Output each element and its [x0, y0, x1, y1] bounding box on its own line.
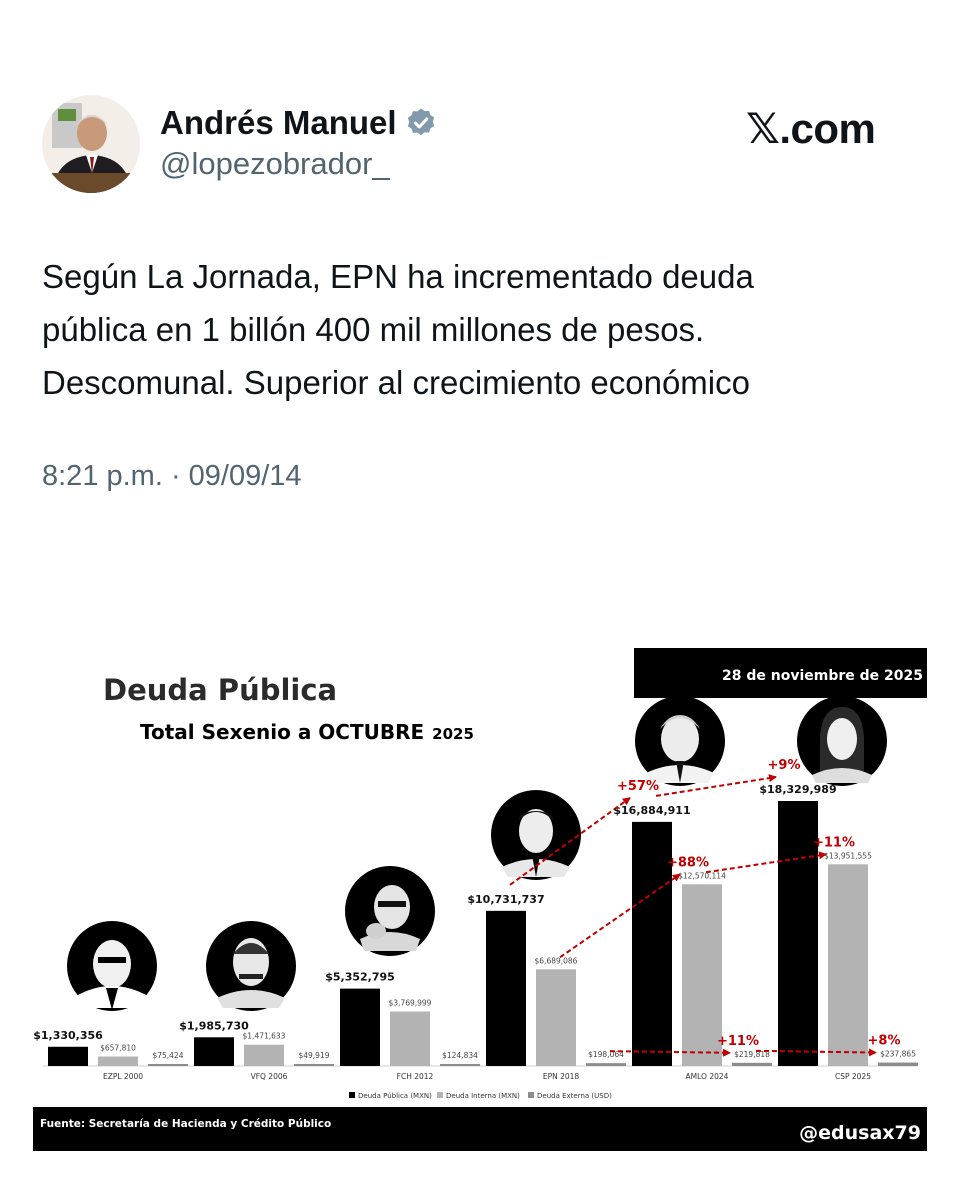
- bar-value-label: $198,064: [588, 1050, 624, 1059]
- bar-value-label: $75,424: [152, 1051, 183, 1060]
- tweet-text: Según La Jornada, EPN ha incrementado de…: [42, 250, 922, 409]
- date-banner-text: 28 de noviembre de 2025: [722, 668, 923, 684]
- footer-source: Fuente: Secretaría de Hacienda y Crédito…: [40, 1118, 331, 1130]
- bar: [632, 821, 672, 1066]
- debt-infographic: 28 de noviembre de 2025 Deuda Pública To…: [33, 648, 927, 1151]
- bar-value-label: $657,810: [100, 1043, 136, 1052]
- bar-value-label: $237,865: [880, 1050, 916, 1059]
- growth-label: +88%: [667, 855, 709, 870]
- bar-value-label: $1,471,633: [243, 1032, 286, 1041]
- infographic-subtitle: Total Sexenio a OCTUBRE 2025: [140, 720, 474, 744]
- portrait-fch-icon: [345, 866, 435, 956]
- legend-swatch: [437, 1092, 443, 1098]
- growth-arrow: [755, 1048, 877, 1057]
- tweet-text-line: Descomunal. Superior al crecimiento econ…: [42, 364, 750, 401]
- portrait-amlo-icon: [635, 696, 725, 786]
- bar-value-label: $6,689,086: [535, 956, 578, 965]
- bar: [778, 801, 818, 1066]
- bar-value-label: $3,769,999: [389, 998, 432, 1007]
- growth-arrow: [705, 851, 827, 874]
- verified-badge-icon: [407, 108, 434, 136]
- growth-arrow: [655, 774, 777, 797]
- bar-value-label: $13,951,555: [824, 851, 872, 860]
- tweet-text-line: Según La Jornada, EPN ha incrementado de…: [42, 258, 754, 295]
- legend-label: Deuda Pública (MXN): [358, 1092, 432, 1100]
- bar: [682, 884, 722, 1066]
- bar-value-label: $12,570,114: [678, 871, 726, 880]
- avatar[interactable]: [42, 95, 140, 193]
- bar: [294, 1064, 334, 1066]
- x-tick-label: VFQ 2006: [251, 1072, 288, 1081]
- bar-value-label: $219,818: [734, 1050, 770, 1059]
- infographic-title: Deuda Pública: [103, 673, 337, 707]
- growth-label: +57%: [617, 779, 659, 794]
- portrait-ezpl-icon: [67, 921, 157, 1011]
- chart-legend: Deuda Pública (MXN) Deuda Interna (MXN) …: [349, 1092, 612, 1100]
- legend-label: Deuda Externa (USD): [537, 1092, 612, 1100]
- bar-value-label: $124,834: [442, 1051, 478, 1060]
- bar-value-label: $10,731,737: [467, 893, 544, 906]
- portrait-csp-icon: [797, 696, 887, 786]
- growth-label: +11%: [813, 835, 855, 850]
- bar: [486, 910, 526, 1066]
- author-name[interactable]: Andrés Manuel: [160, 104, 397, 141]
- bar-value-label: $16,884,911: [613, 804, 690, 817]
- tweet-card: Andrés Manuel @lopezobrador_ 𝕏.com Según…: [0, 0, 960, 560]
- tweet-timestamp[interactable]: 8:21 p.m. · 09/09/14: [42, 460, 302, 492]
- growth-arrow: [509, 797, 631, 886]
- bar: [536, 969, 576, 1066]
- bar-value-label: $1,985,730: [179, 1019, 249, 1032]
- growth-arrow: [559, 873, 681, 959]
- x-tick-label: AMLO 2024: [686, 1072, 729, 1081]
- bar: [732, 1062, 772, 1066]
- legend-swatch: [349, 1092, 355, 1098]
- bar: [148, 1064, 188, 1066]
- date-banner: [634, 648, 927, 698]
- bar: [244, 1044, 284, 1066]
- tweet-text-line: pública en 1 billón 400 mil millones de …: [42, 311, 705, 348]
- bar: [828, 864, 868, 1066]
- bar-value-label: $49,919: [298, 1051, 329, 1060]
- bar: [440, 1064, 480, 1066]
- footer-handle: @edusax79: [799, 1122, 921, 1144]
- growth-label: +11%: [717, 1034, 759, 1049]
- bar: [98, 1056, 138, 1066]
- bar: [586, 1063, 626, 1066]
- portrait-vfq-icon: [206, 921, 296, 1011]
- footer-bar: [33, 1107, 927, 1151]
- x-tick-label: EZPL 2000: [103, 1072, 143, 1081]
- x-logo: 𝕏.com: [746, 105, 876, 152]
- debt-chart: 28 de noviembre de 2025 Deuda Pública To…: [33, 648, 927, 1151]
- bar: [340, 988, 380, 1066]
- legend-swatch: [528, 1092, 534, 1098]
- bar: [878, 1062, 918, 1066]
- bar: [48, 1046, 88, 1066]
- bar: [390, 1011, 430, 1066]
- bar-value-label: $18,329,989: [759, 783, 836, 796]
- bar-value-label: $5,352,795: [325, 971, 395, 984]
- growth-arrow: [609, 1048, 731, 1057]
- growth-label: +8%: [868, 1034, 901, 1049]
- author-handle[interactable]: @lopezobrador_: [160, 146, 390, 181]
- growth-label: +9%: [768, 758, 801, 773]
- x-tick-label: EPN 2018: [543, 1072, 580, 1081]
- portrait-epn-icon: [491, 790, 581, 880]
- x-tick-label: CSP 2025: [835, 1072, 871, 1081]
- legend-label: Deuda Interna (MXN): [446, 1092, 520, 1100]
- bar-value-label: $1,330,356: [33, 1029, 103, 1042]
- bar: [194, 1037, 234, 1066]
- x-tick-label: FCH 2012: [397, 1072, 434, 1081]
